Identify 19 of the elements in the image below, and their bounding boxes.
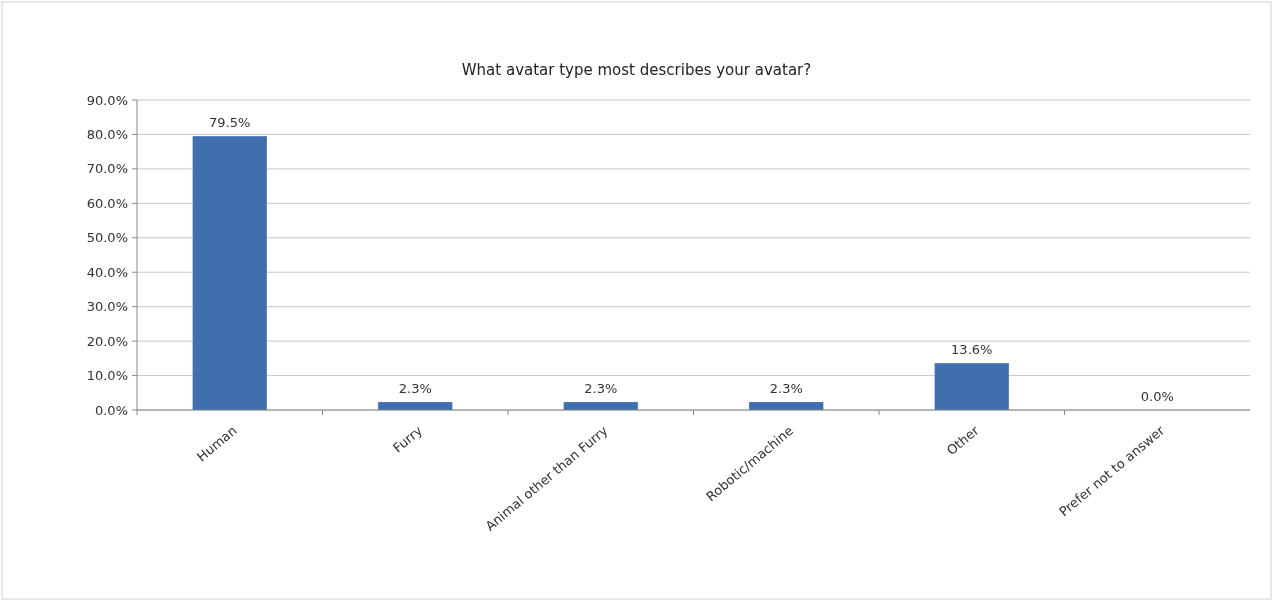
data-label: 13.6% bbox=[951, 342, 993, 358]
y-tick-label: 10.0% bbox=[86, 368, 128, 384]
bar bbox=[934, 363, 1009, 410]
data-label: 0.0% bbox=[1140, 389, 1174, 404]
y-tick-label: 0.0% bbox=[94, 402, 128, 418]
data-label: 2.3% bbox=[584, 381, 618, 397]
chart-title: What avatar type most describes your avatar? bbox=[461, 61, 812, 79]
data-label: 2.3% bbox=[769, 381, 803, 397]
y-tick-label: 70.0% bbox=[86, 161, 128, 177]
y-tick-label: 90.0% bbox=[86, 92, 128, 108]
data-label: 2.3% bbox=[398, 381, 432, 397]
y-tick-label: 20.0% bbox=[86, 333, 128, 349]
data-label: 79.5% bbox=[209, 115, 251, 131]
y-tick-label: 60.0% bbox=[86, 195, 128, 211]
y-tick-label: 50.0% bbox=[86, 230, 128, 246]
y-tick-label: 30.0% bbox=[86, 299, 128, 315]
y-tick-label: 80.0% bbox=[86, 126, 128, 142]
bar bbox=[192, 136, 267, 410]
y-tick-label: 40.0% bbox=[86, 264, 128, 280]
